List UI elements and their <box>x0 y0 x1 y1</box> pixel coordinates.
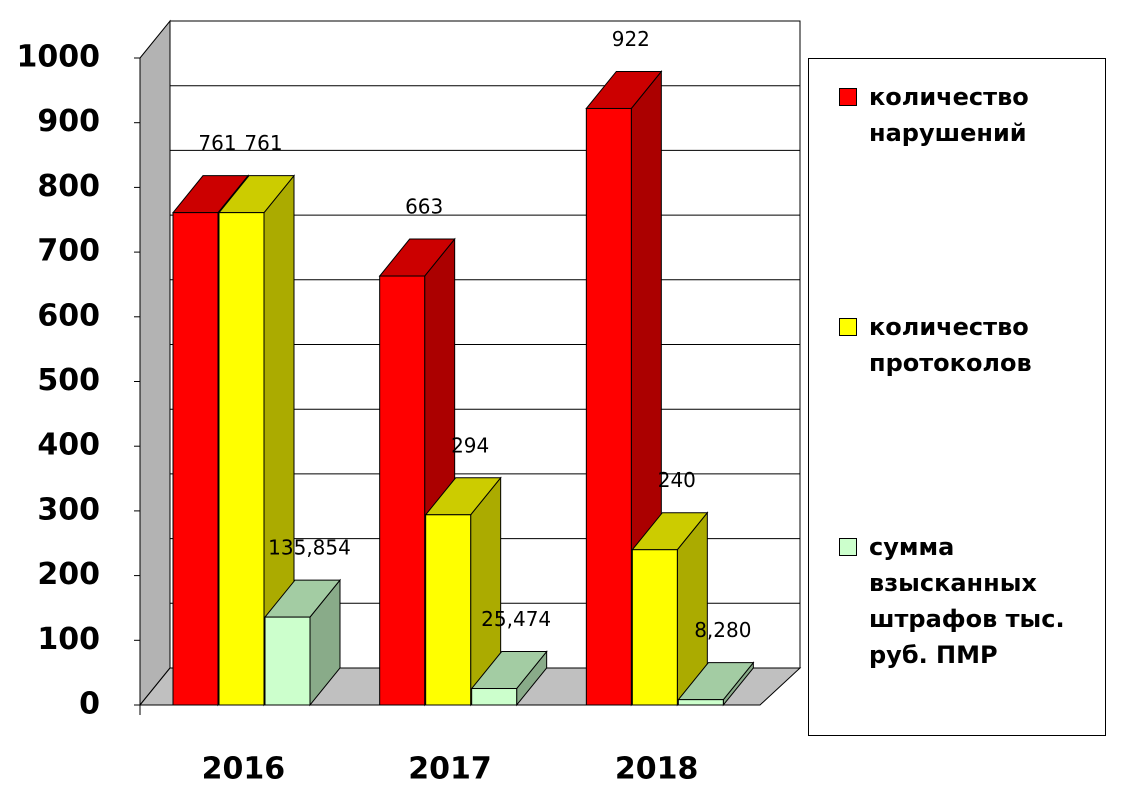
data-label: 922 <box>612 27 650 51</box>
x-tick-label: 2017 <box>408 752 492 787</box>
data-label: 8,280 <box>694 618 751 642</box>
legend-label: количество протоколов <box>869 313 1032 377</box>
legend-swatch <box>839 538 857 556</box>
bar <box>379 275 426 706</box>
bar <box>585 107 632 706</box>
y-tick-label: 1000 <box>17 40 101 75</box>
y-tick-label: 100 <box>37 622 100 657</box>
data-label: 294 <box>451 433 489 457</box>
bar <box>172 212 219 706</box>
y-tick-label: 500 <box>37 363 100 398</box>
x-tick-label: 2018 <box>615 752 699 787</box>
data-label: 240 <box>658 468 696 492</box>
bar <box>218 212 265 706</box>
side-wall <box>139 19 171 707</box>
y-tick-label: 0 <box>79 687 100 722</box>
y-tick-label: 300 <box>37 492 100 527</box>
legend-entry: количество нарушений <box>839 79 1099 151</box>
y-tick-label: 400 <box>37 428 100 463</box>
bar <box>631 549 678 706</box>
y-tick-label: 200 <box>37 557 100 592</box>
bar <box>425 514 472 706</box>
legend-label: количество нарушений <box>869 83 1029 147</box>
data-label: 761 <box>244 131 282 155</box>
data-label: 25,474 <box>481 607 551 631</box>
legend: количество нарушений количество протоколо… <box>808 58 1106 736</box>
data-label: 663 <box>405 195 443 219</box>
y-tick-label: 900 <box>37 104 100 139</box>
legend-swatch <box>839 318 857 336</box>
legend-label: сумма взысканных штрафов тыс. руб. ПМР <box>869 533 1065 669</box>
bar <box>471 688 518 706</box>
y-tick-label: 600 <box>37 298 100 333</box>
data-label: 761 <box>198 131 236 155</box>
x-tick-label: 2016 <box>202 752 286 787</box>
y-tick-label: 800 <box>37 169 100 204</box>
bar <box>677 699 724 706</box>
y-tick-label: 700 <box>37 234 100 269</box>
legend-entry: сумма взысканных штрафов тыс. руб. ПМР <box>839 529 1099 673</box>
bar <box>264 616 311 706</box>
legend-swatch <box>839 88 857 106</box>
legend-entry: количество протоколов <box>839 309 1099 381</box>
data-label: 135,854 <box>268 536 351 560</box>
